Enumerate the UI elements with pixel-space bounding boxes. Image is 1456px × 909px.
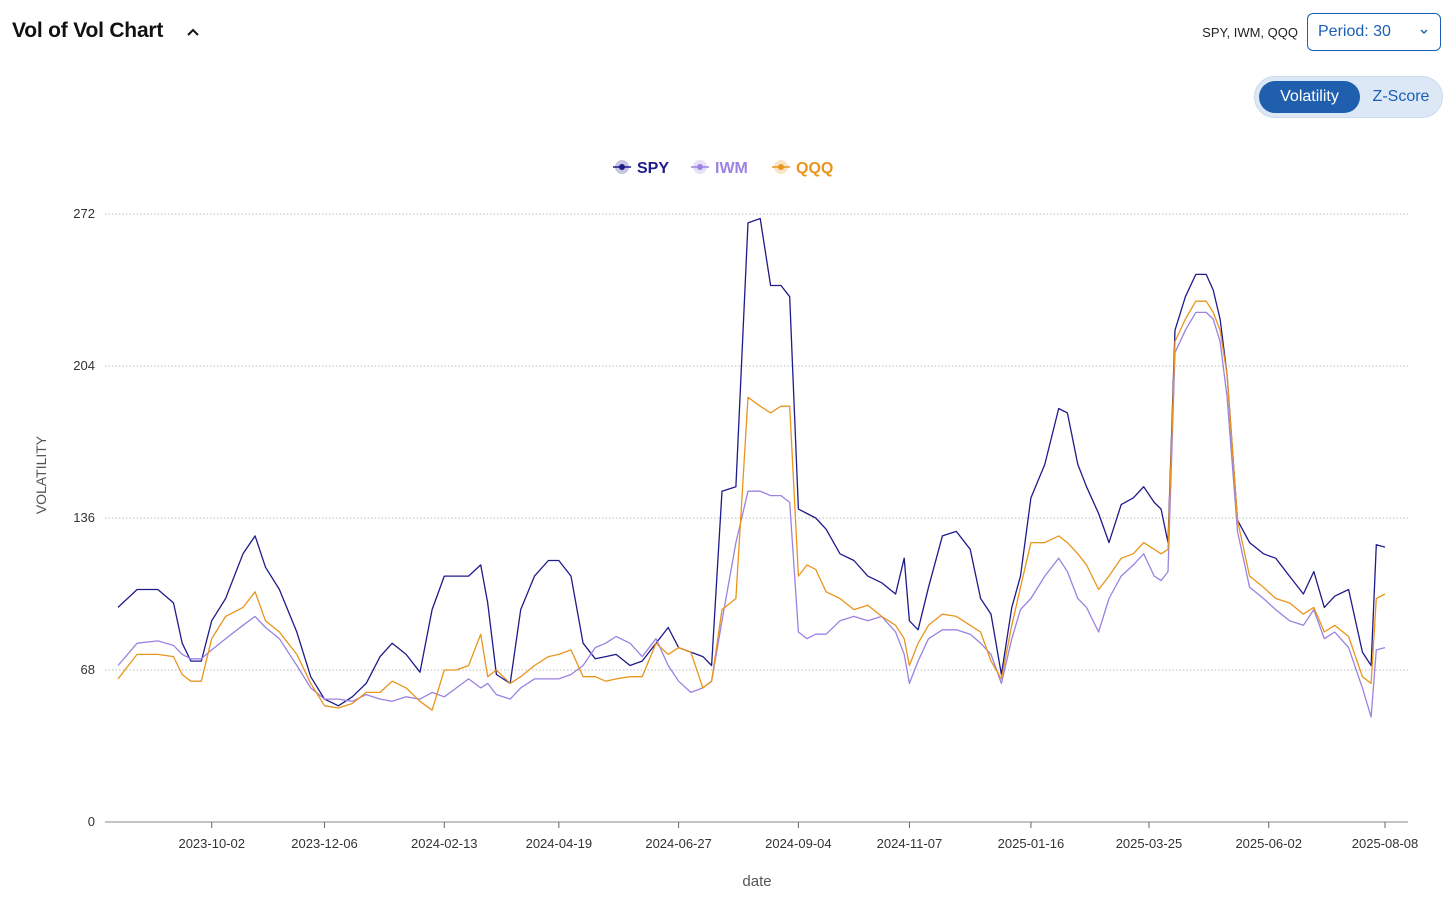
tickers-label: SPY, IWM, QQQ (1202, 25, 1298, 40)
legend-label-qqq: QQQ (796, 160, 833, 177)
collapse-button[interactable] (183, 22, 203, 42)
x-tick-label: 2025-03-25 (1116, 836, 1183, 851)
y-tick-label: 272 (73, 206, 95, 221)
legend-label-spy: SPY (637, 160, 669, 177)
legend-marker-qqq (778, 164, 784, 170)
page-title: Vol of Vol Chart (12, 19, 164, 42)
toggle-zscore[interactable]: Z-Score (1372, 88, 1430, 105)
x-tick-label: 2025-08-08 (1352, 836, 1419, 851)
series-line-spy (117, 217, 1386, 707)
series-line-iwm (117, 311, 1386, 718)
y-tick-label: 0 (88, 814, 95, 829)
x-tick-label: 2024-09-04 (765, 836, 832, 851)
x-tick-label: 2025-06-02 (1235, 836, 1302, 851)
legend-marker-iwm (697, 164, 703, 170)
x-tick-label: 2023-10-02 (178, 836, 245, 851)
x-tick-label: 2025-01-16 (998, 836, 1065, 851)
y-tick-label: 204 (73, 358, 95, 373)
series-line-qqq (117, 300, 1386, 711)
x-tick-label: 2023-12-06 (291, 836, 358, 851)
x-tick-label: 2024-11-07 (877, 836, 943, 851)
toggle-volatility[interactable]: Volatility (1259, 81, 1360, 113)
period-select-value: Period: 30 (1318, 23, 1391, 40)
x-tick-label: 2024-06-27 (645, 836, 712, 851)
chevron-down-icon (1420, 29, 1428, 34)
legend-marker-spy (619, 164, 625, 170)
legend-label-iwm: IWM (715, 160, 748, 177)
chevron-up-icon (187, 28, 199, 36)
x-axis-title: date (742, 873, 771, 890)
y-axis-title: VOLATILITY (33, 435, 49, 514)
y-tick-label: 68 (81, 662, 95, 677)
x-tick-label: 2024-02-13 (411, 836, 478, 851)
view-toggle: Volatility Z-Score (1254, 76, 1443, 118)
period-select[interactable]: Period: 30 (1307, 13, 1441, 51)
y-tick-label: 136 (73, 510, 95, 525)
x-tick-label: 2024-04-19 (526, 836, 593, 851)
